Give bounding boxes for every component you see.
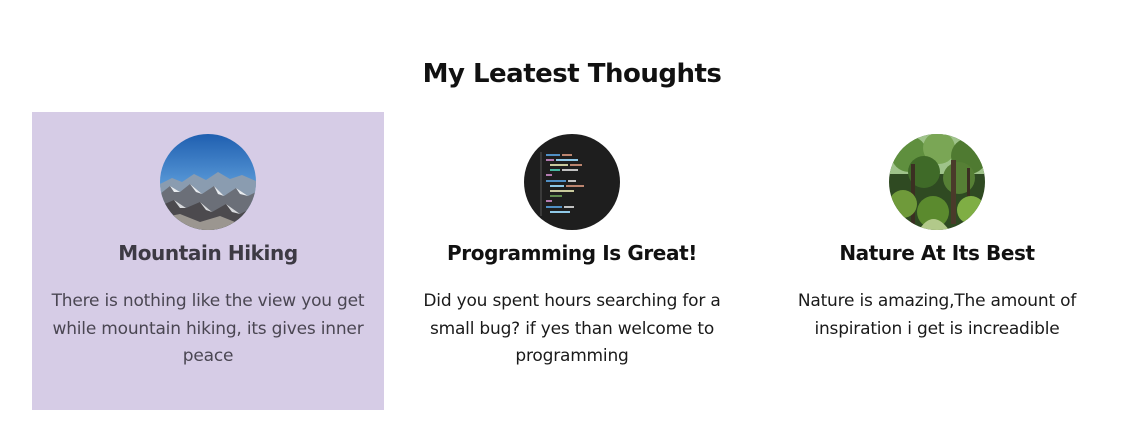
- forest-photo-icon: [889, 134, 985, 230]
- mountain-photo-icon: [160, 134, 256, 230]
- section-title: My Leatest Thoughts: [422, 59, 722, 89]
- card-text: Did you spent hours searching for a smal…: [423, 291, 721, 366]
- card-text: Nature is amazing,The amount of inspirat…: [797, 291, 1077, 339]
- card-mountain-hiking[interactable]: Mountain Hiking There is nothing like th…: [32, 112, 384, 410]
- card-programming[interactable]: Programming Is Great! Did you spent hour…: [396, 112, 748, 410]
- card-title: Programming Is Great!: [447, 241, 697, 265]
- card-text: There is nothing like the view you get w…: [51, 291, 365, 366]
- card-nature[interactable]: Nature At Its Best Nature is amazing,The…: [761, 112, 1113, 410]
- card-title: Mountain Hiking: [118, 241, 298, 265]
- card-title: Nature At Its Best: [839, 241, 1035, 265]
- code-screen-photo-icon: [524, 134, 620, 230]
